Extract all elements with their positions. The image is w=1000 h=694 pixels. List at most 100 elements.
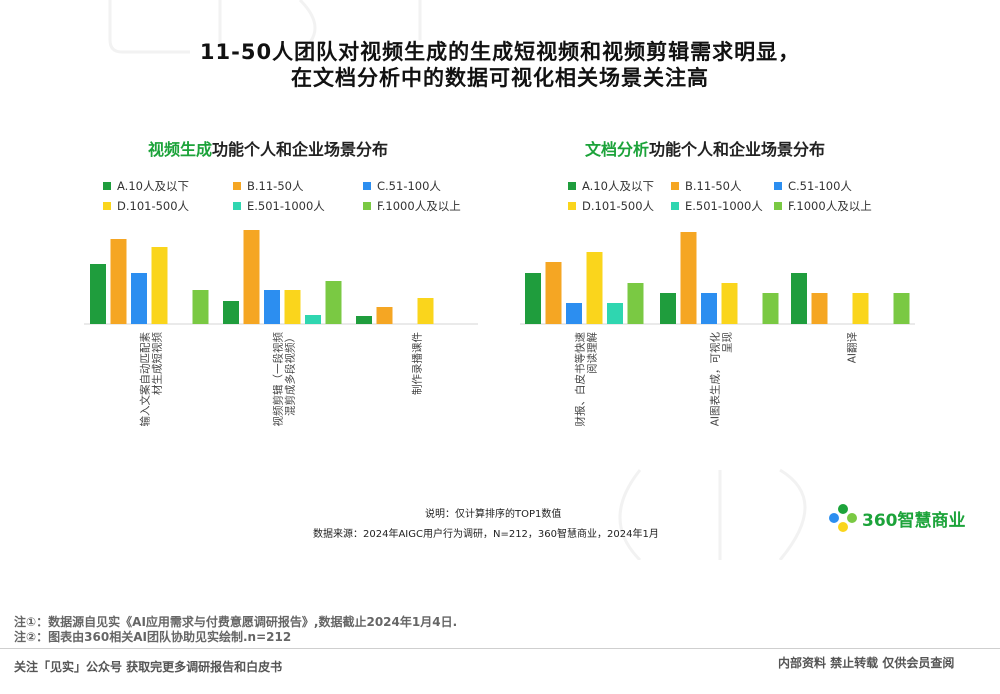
bar bbox=[325, 281, 342, 324]
source-note: 数据来源：2024年AIGC用户行为调研，N=212，360智慧商业，2024年… bbox=[313, 529, 659, 540]
legend-swatch bbox=[363, 202, 371, 210]
bar bbox=[110, 239, 127, 324]
chart-2-title-rest: 功能个人和企业场景分布 bbox=[649, 140, 826, 159]
bar bbox=[893, 293, 910, 324]
category-label-line: 混剪成多段视频） bbox=[284, 332, 297, 416]
bar bbox=[305, 315, 321, 324]
bar bbox=[90, 264, 106, 324]
bar bbox=[627, 283, 644, 324]
legend-swatch bbox=[103, 202, 111, 210]
bar bbox=[762, 293, 779, 324]
bar bbox=[545, 262, 562, 324]
background-decoration bbox=[108, 0, 807, 560]
bar bbox=[852, 293, 869, 324]
bar bbox=[151, 247, 168, 324]
page-title-line-2: 在文档分析中的数据可视化相关场景关注高 bbox=[291, 66, 709, 90]
legend-item: D.101-500人 bbox=[103, 198, 189, 214]
chart-2-title: 文档分析功能个人和企业场景分布 bbox=[585, 136, 825, 160]
chart-1-title-highlight: 视频生成 bbox=[148, 140, 213, 159]
legend-item: D.101-500人 bbox=[568, 198, 654, 214]
footnote-2: 注②：图表由360相关AI团队协助见实绘制.n=212 bbox=[14, 630, 292, 644]
bar bbox=[223, 301, 239, 324]
legend-swatch bbox=[233, 182, 241, 190]
category-label-line: 财报、白皮书等快速 bbox=[574, 332, 587, 427]
bar bbox=[192, 290, 209, 324]
legend-label: D.101-500人 bbox=[582, 199, 655, 213]
legend-label: C.51-100人 bbox=[377, 179, 441, 193]
bar bbox=[243, 230, 260, 324]
slide: 11-50人团队对视频生成的生成短视频和视频剪辑需求明显， 在文档分析中的数据可… bbox=[84, 0, 978, 560]
bar bbox=[264, 290, 280, 324]
legend-label: D.101-500人 bbox=[117, 199, 190, 213]
legend-item: E.501-1000人 bbox=[233, 198, 325, 214]
legend-item: E.501-1000人 bbox=[671, 198, 763, 214]
category-label-line: 输入文案自动匹配素 bbox=[139, 332, 152, 427]
legend-label: B.11-50人 bbox=[685, 179, 742, 193]
category-label-line: 制作录播课件 bbox=[411, 332, 424, 395]
page-title-line-1: 11-50人团队对视频生成的生成短视频和视频剪辑需求明显， bbox=[199, 40, 801, 64]
chart-2-title-highlight: 文档分析 bbox=[585, 140, 650, 159]
legend-item: C.51-100人 bbox=[363, 178, 441, 194]
category-label-line: 阅读理解 bbox=[586, 332, 599, 374]
legend-swatch bbox=[671, 182, 679, 190]
follow-cta: 关注「见实」公众号 获取完更多调研报告和白皮书 bbox=[14, 660, 283, 674]
category-label: 输入文案自动匹配素 材生成短视频 bbox=[139, 332, 164, 427]
category-label: 制作录播课件 bbox=[411, 332, 424, 395]
bar bbox=[417, 298, 434, 324]
legend-swatch bbox=[774, 202, 782, 210]
bar bbox=[356, 316, 372, 324]
bar bbox=[586, 252, 603, 324]
legend-item: F.1000人及以上 bbox=[363, 198, 461, 214]
legend-item: B.11-50人 bbox=[233, 178, 303, 194]
footnote-1: 注①：数据源自见实《AI应用需求与付费意愿调研报告》,数据截止2024年1月4日… bbox=[14, 615, 458, 629]
bar bbox=[525, 273, 541, 324]
logo-text: 360智慧商业 bbox=[862, 510, 966, 531]
bar bbox=[607, 303, 623, 324]
legend-swatch bbox=[568, 202, 576, 210]
legend-label: B.11-50人 bbox=[247, 179, 304, 193]
bar bbox=[680, 232, 697, 324]
bar bbox=[791, 273, 807, 324]
chart-1-title: 视频生成功能个人和企业场景分布 bbox=[148, 136, 388, 160]
chart-2-plot: 财报、白皮书等快速 阅读理解 AI图表生成，可视化 呈现 AI翻译 bbox=[520, 232, 915, 427]
legend-item: F.1000人及以上 bbox=[774, 198, 872, 214]
category-label: AI翻译 bbox=[846, 332, 859, 364]
legend-label: F.1000人及以上 bbox=[788, 199, 872, 213]
category-label: 视频剪辑（一段视频 混剪成多段视频） bbox=[272, 332, 297, 427]
legend-label: E.501-1000人 bbox=[247, 199, 325, 213]
bar bbox=[701, 293, 717, 324]
chart-1-plot: 输入文案自动匹配素 材生成短视频 视频剪辑（一段视频 混剪成多段视频） 制作录播课件 bbox=[84, 230, 478, 427]
bar bbox=[660, 293, 676, 324]
category-label-line: AI图表生成，可视化 bbox=[709, 332, 722, 427]
category-label-line: 视频剪辑（一段视频 bbox=[272, 332, 285, 427]
category-label: AI图表生成，可视化 呈现 bbox=[709, 332, 734, 427]
legend-label: A.10人及以下 bbox=[117, 179, 189, 193]
legend-label: C.51-100人 bbox=[788, 179, 852, 193]
legend-item: A.10人及以下 bbox=[568, 178, 654, 194]
legend-swatch bbox=[671, 202, 679, 210]
category-label-line: 材生成短视频 bbox=[151, 332, 164, 395]
bar bbox=[376, 307, 393, 324]
explain-note: 说明：仅计算排序的TOP1数值 bbox=[425, 509, 562, 520]
legend-swatch bbox=[568, 182, 576, 190]
legend-swatch bbox=[363, 182, 371, 190]
internal-notice: 内部资料 禁止转载 仅供会员查阅 bbox=[778, 656, 955, 670]
bar bbox=[284, 290, 301, 324]
legend-item: C.51-100人 bbox=[774, 178, 852, 194]
flower-logo-icon bbox=[829, 504, 857, 532]
category-label-line: AI翻译 bbox=[846, 332, 859, 364]
legend-item: A.10人及以下 bbox=[103, 178, 189, 194]
bar bbox=[566, 303, 582, 324]
logo: 360智慧商业 bbox=[828, 498, 978, 538]
legend-swatch bbox=[233, 202, 241, 210]
footer: 注①：数据源自见实《AI应用需求与付费意愿调研报告》,数据截止2024年1月4日… bbox=[0, 560, 1000, 694]
category-label: 财报、白皮书等快速 阅读理解 bbox=[574, 332, 599, 427]
bar bbox=[811, 293, 828, 324]
footer-divider bbox=[0, 648, 1000, 649]
bar bbox=[721, 283, 738, 324]
legend-swatch bbox=[774, 182, 782, 190]
legend-swatch bbox=[103, 182, 111, 190]
legend-label: E.501-1000人 bbox=[685, 199, 763, 213]
legend-label: F.1000人及以上 bbox=[377, 199, 461, 213]
legend-item: B.11-50人 bbox=[671, 178, 741, 194]
